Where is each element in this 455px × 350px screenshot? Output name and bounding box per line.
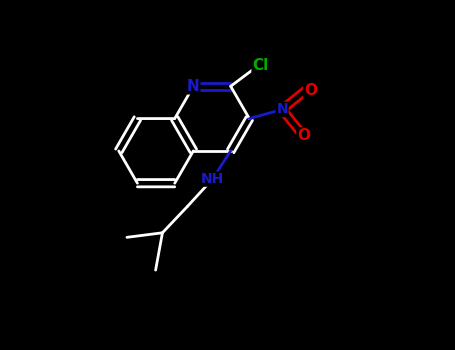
- Text: Cl: Cl: [252, 58, 268, 73]
- Text: N: N: [187, 79, 200, 94]
- Text: O: O: [304, 83, 317, 98]
- Text: O: O: [297, 128, 310, 143]
- Text: NH: NH: [201, 172, 224, 186]
- Text: N: N: [276, 103, 288, 117]
